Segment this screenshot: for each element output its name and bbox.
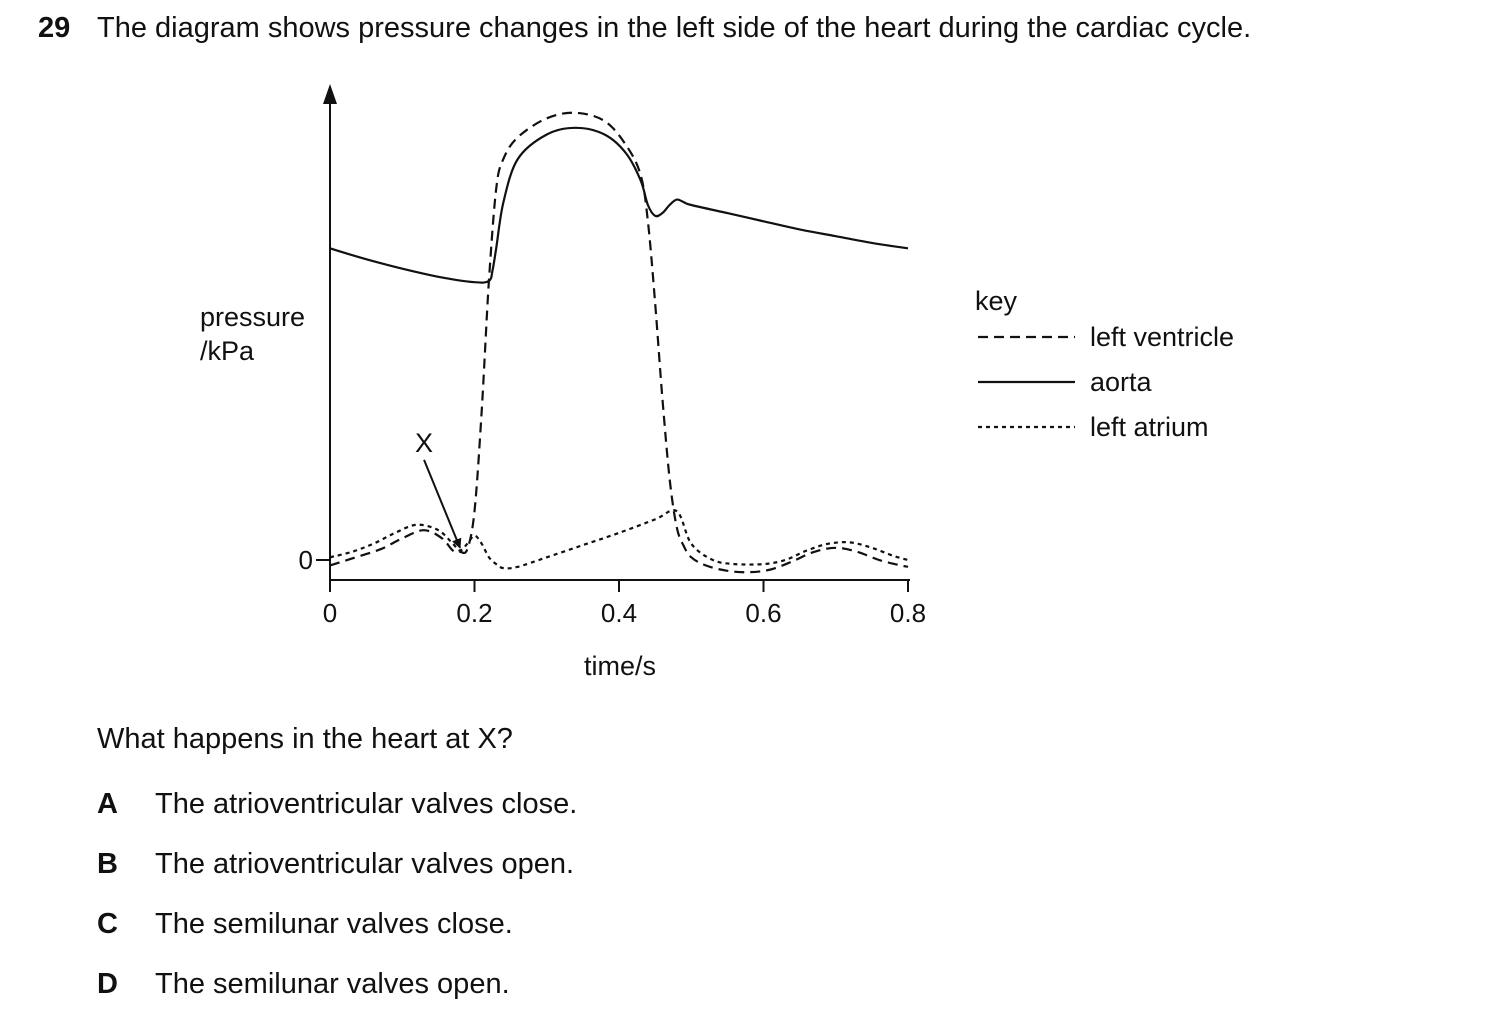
y-axis-arrow-icon [323, 84, 337, 104]
series-line-aorta [329, 126, 909, 284]
legend-label-aorta: aorta [1090, 367, 1153, 397]
x-tick-label: 0.6 [745, 598, 781, 628]
x-tick-label: 0.4 [601, 598, 637, 628]
series-line-left-atrium [329, 509, 909, 570]
x-axis-label: time/s [584, 651, 656, 681]
legend-label-left-atrium: left atrium [1090, 412, 1209, 442]
option-c-letter: C [97, 908, 118, 940]
y-tick-label: 0 [299, 545, 313, 575]
option-d-text: The semilunar valves open. [155, 968, 510, 1000]
option-a-letter: A [97, 788, 118, 820]
option-c-text: The semilunar valves close. [155, 908, 513, 940]
annotation-x-label: X [415, 428, 433, 458]
option-b-text: The atrioventricular valves open. [155, 848, 575, 880]
option-a-text: The atrioventricular valves close. [155, 788, 578, 820]
question-number: 29 [38, 12, 71, 44]
legend-title: key [975, 286, 1018, 316]
series-line-left-ventricle [329, 111, 909, 574]
x-tick-label: 0.8 [890, 598, 926, 628]
y-axis-label-line2: /kPa [200, 336, 255, 366]
x-tick-label: 0.2 [456, 598, 492, 628]
pressure-chart: pressure /kPa time/s 0 0.2 0.4 0.6 0.8 0 X k… [200, 84, 1234, 681]
option-d-letter: D [97, 968, 118, 1000]
question-prompt: What happens in the heart at X? [97, 723, 513, 755]
option-b[interactable]: B The atrioventricular valves open. [97, 848, 574, 881]
annotation-x-arrow [423, 459, 462, 549]
x-tick-label: 0 [323, 598, 337, 628]
option-c[interactable]: C The semilunar valves close. [97, 908, 513, 941]
option-d[interactable]: D The semilunar valves open. [97, 968, 510, 1001]
legend-label-left-ventricle: left ventricle [1090, 322, 1234, 352]
y-axis-label-line1: pressure [200, 302, 305, 332]
question-stem: The diagram shows pressure changes in th… [97, 12, 1252, 44]
option-b-letter: B [97, 848, 118, 880]
option-a[interactable]: A The atrioventricular valves close. [97, 788, 577, 821]
